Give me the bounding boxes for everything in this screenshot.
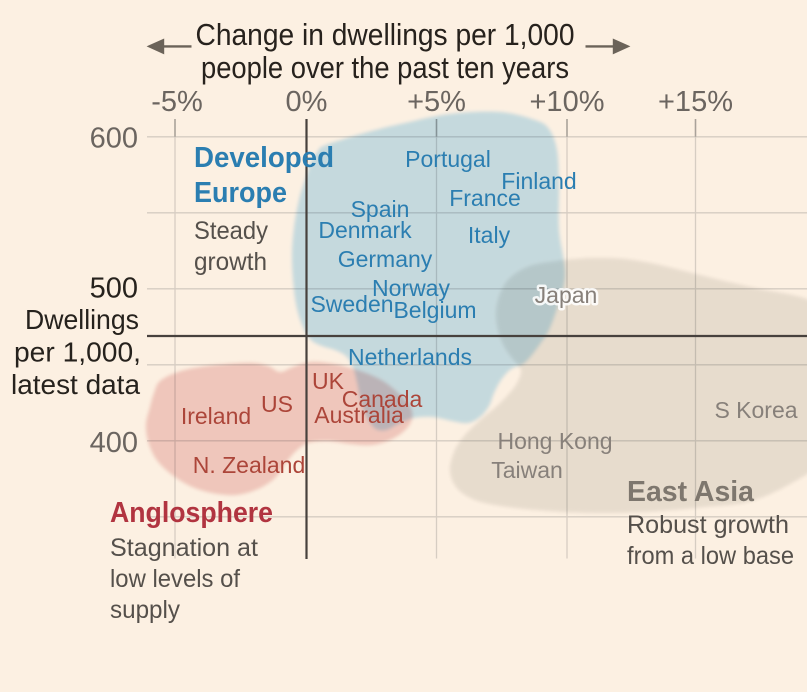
svg-text:Steady: Steady [194,217,268,245]
svg-text:people over the past ten years: people over the past ten years [201,50,569,85]
svg-text:+5%: +5% [407,86,466,118]
svg-text:Belgium: Belgium [393,297,476,323]
svg-text:growth: growth [194,248,267,276]
svg-text:Canada: Canada [342,386,423,412]
svg-text:Stagnation at: Stagnation at [110,534,258,562]
svg-text:per 1,000,: per 1,000, [14,337,141,368]
svg-text:from a low base: from a low base [627,542,794,570]
svg-text:UK: UK [312,368,345,394]
svg-text:Change in dwellings per 1,000: Change in dwellings per 1,000 [196,17,575,52]
svg-text:N. Zealand: N. Zealand [193,452,306,478]
svg-text:Portugal: Portugal [405,146,491,172]
svg-text:Europe: Europe [194,177,287,209]
svg-text:Hong Kong: Hong Kong [497,428,612,454]
svg-text:Finland: Finland [501,168,576,194]
svg-text:Netherlands: Netherlands [348,344,472,370]
svg-text:Robust growth: Robust growth [627,511,789,539]
svg-text:+15%: +15% [658,86,733,118]
svg-text:latest data: latest data [11,369,140,400]
svg-text:-5%: -5% [151,86,203,118]
svg-text:Developed: Developed [194,142,334,174]
svg-text:Spain: Spain [351,196,410,222]
svg-text:supply: supply [110,596,180,624]
svg-text:US: US [261,391,293,417]
svg-text:Dwellings: Dwellings [25,304,139,335]
svg-text:Taiwan: Taiwan [491,457,563,483]
svg-text:Anglosphere: Anglosphere [110,497,273,529]
svg-text:0%: 0% [286,86,328,118]
svg-text:600: 600 [90,123,138,155]
svg-text:Norway: Norway [372,275,450,301]
svg-text:Ireland: Ireland [181,403,251,429]
svg-text:Sweden: Sweden [310,291,393,317]
svg-text:500: 500 [90,273,138,305]
svg-text:Italy: Italy [468,222,511,248]
svg-text:Japan: Japan [535,282,598,308]
svg-text:S Korea: S Korea [714,397,797,423]
svg-text:Australia: Australia [314,402,404,428]
svg-text:Denmark: Denmark [318,217,412,243]
svg-text:Germany: Germany [338,246,433,272]
svg-text:East Asia: East Asia [627,476,755,508]
svg-text:France: France [449,185,521,211]
svg-text:+10%: +10% [530,86,605,118]
svg-text:low levels of: low levels of [110,565,240,593]
svg-text:400: 400 [90,427,138,459]
